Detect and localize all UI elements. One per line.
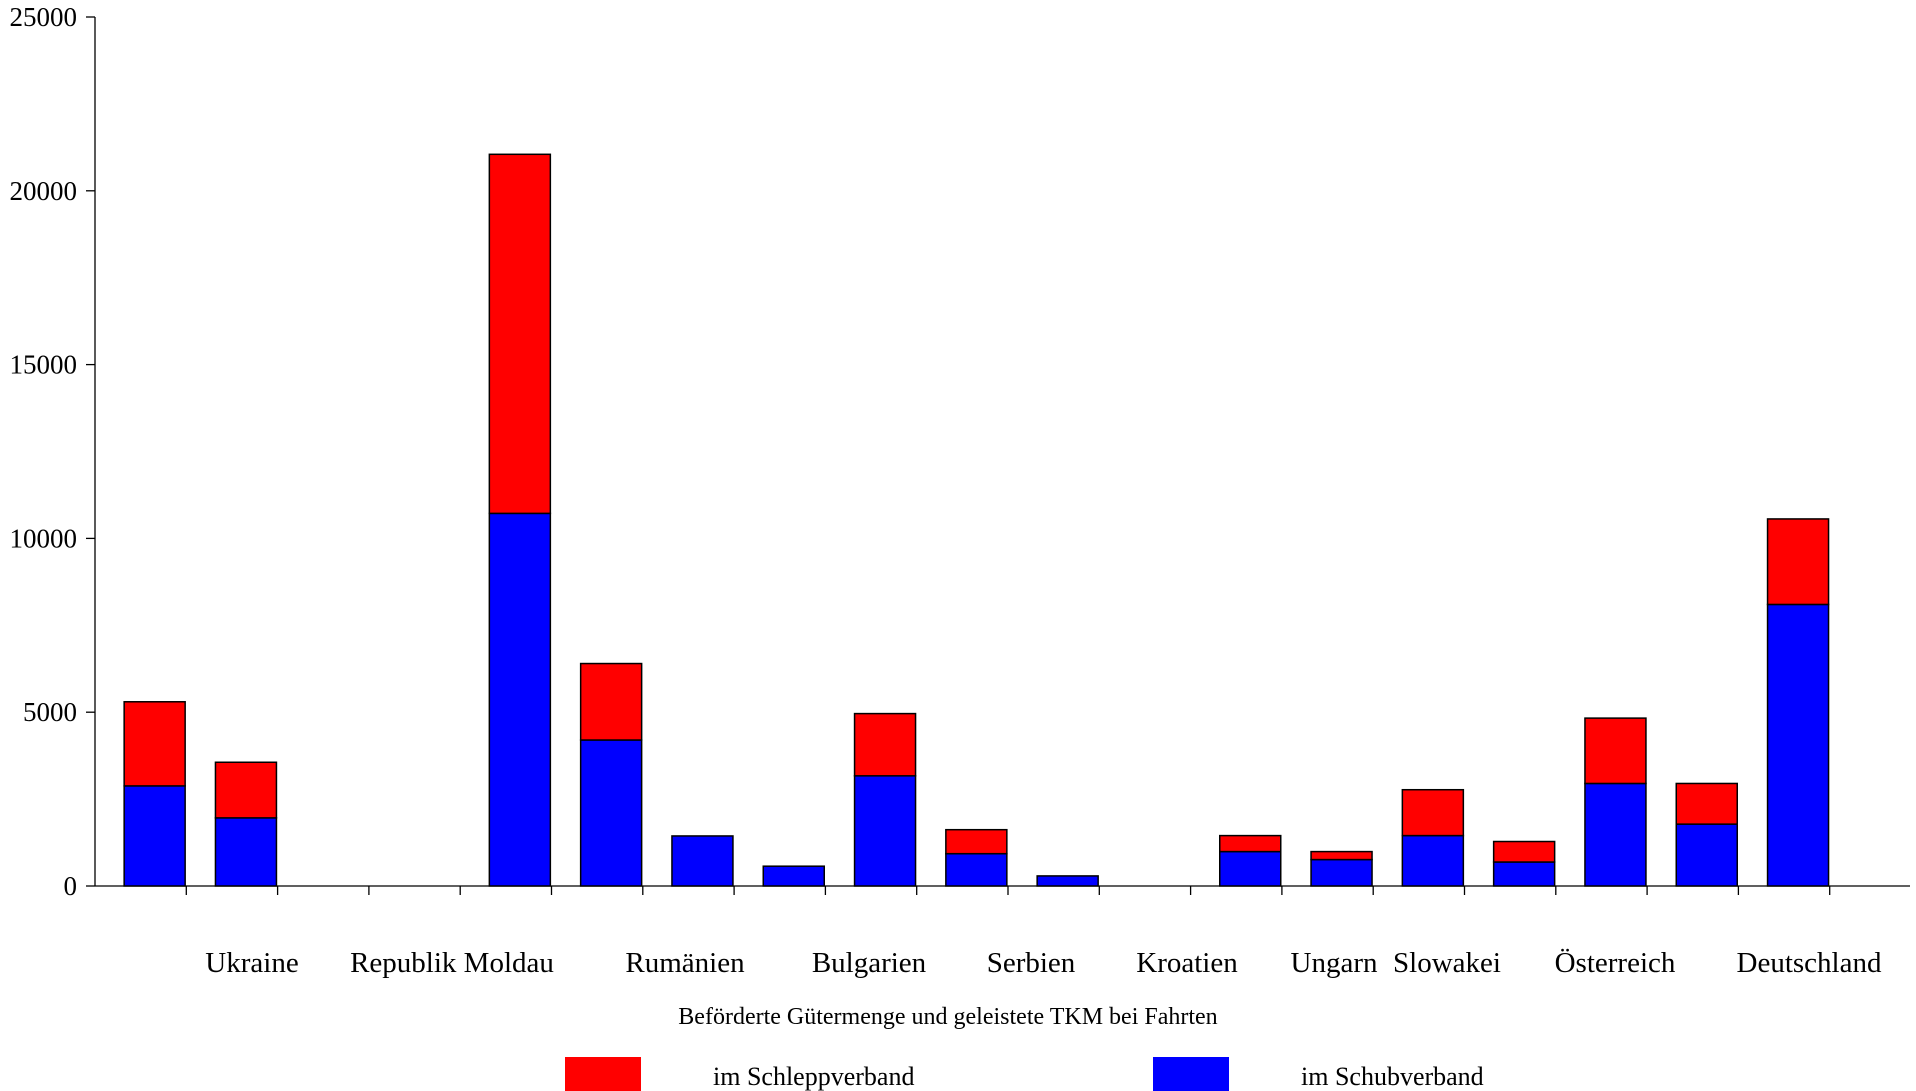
bar-segment-schub xyxy=(579,739,643,887)
legend-swatch xyxy=(1153,1057,1229,1091)
legend-swatch xyxy=(565,1057,641,1091)
bar-segment-schlepp xyxy=(1401,788,1465,837)
y-tick-label: 10000 xyxy=(10,523,78,553)
bar-segment-schub xyxy=(945,852,1008,887)
bar-segment-schub xyxy=(853,775,917,887)
legend-label: im Schleppverband xyxy=(713,1062,914,1091)
y-tick-label: 25000 xyxy=(10,2,78,32)
country-label: Rumänien xyxy=(625,947,745,979)
bar-segment-schub xyxy=(1219,850,1282,887)
y-tick-label: 20000 xyxy=(10,176,78,206)
country-label: Serbien xyxy=(987,947,1076,979)
bar-segment-schlepp xyxy=(1492,840,1556,863)
bar-segment-schlepp xyxy=(123,701,186,787)
country-label: Ukraine xyxy=(205,947,298,979)
y-tick-label: 15000 xyxy=(10,350,78,380)
bar-segment-schub xyxy=(123,785,186,887)
bar-segment-schlepp xyxy=(1584,717,1647,785)
bar-segment-schub xyxy=(1036,875,1099,887)
group-labels: Ukraine Republik Moldau Rumänien Bulgarien S… xyxy=(205,947,1882,979)
y-tick-label: 5000 xyxy=(23,697,77,727)
bar-segment-schlepp xyxy=(1310,850,1373,861)
bar-segment-schlepp xyxy=(488,153,552,515)
x-axis xyxy=(95,885,1910,895)
bar-segment-schub xyxy=(214,817,278,887)
bar-segment-schlepp xyxy=(853,712,917,777)
country-label: Slowakei xyxy=(1393,947,1501,979)
legend-label: im Schubverband xyxy=(1301,1062,1484,1091)
bar-segment-schub xyxy=(762,865,825,887)
country-label: Kroatien xyxy=(1136,947,1238,979)
bar-segment-schlepp xyxy=(214,761,278,819)
legend: im Schleppverband im Schubverband xyxy=(565,1057,1484,1091)
bar-segment-schub xyxy=(671,835,734,887)
country-label: Bulgarien xyxy=(812,947,927,979)
bar-segment-schlepp xyxy=(1766,518,1830,606)
bars xyxy=(123,153,1830,887)
bar-segment-schub xyxy=(1766,603,1830,887)
bar-segment-schub xyxy=(1675,823,1738,887)
bar-segment-schlepp xyxy=(1675,782,1738,825)
country-label: Ungarn xyxy=(1291,947,1378,979)
bar-segment-schub xyxy=(488,512,552,887)
country-label: Republik Moldau xyxy=(350,947,554,979)
bar-segment-schlepp xyxy=(1219,834,1282,853)
x-axis-title: Beförderte Gütermenge und geleistete TKM… xyxy=(678,1004,1217,1030)
y-tick-label: 0 xyxy=(64,871,78,901)
bar-segment-schub xyxy=(1492,861,1556,887)
bar-segment-schub xyxy=(1310,858,1373,887)
bar-segment-schlepp xyxy=(945,828,1008,855)
bar-segment-schub xyxy=(1401,834,1465,887)
y-axis: 0 5000 10000 15000 20000 25000 xyxy=(10,2,96,901)
country-label: Österreich xyxy=(1555,947,1676,979)
bar-segment-schub xyxy=(1584,782,1647,887)
bar-segment-schlepp xyxy=(579,662,643,741)
country-label: Deutschland xyxy=(1737,947,1882,979)
